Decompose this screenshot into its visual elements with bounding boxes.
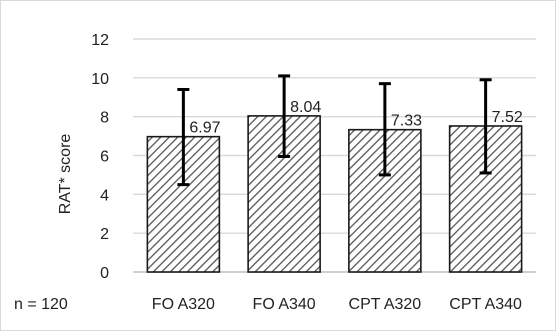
y-tick-label: 12 bbox=[91, 32, 109, 49]
data-label: 7.52 bbox=[492, 109, 523, 126]
data-label: 6.97 bbox=[189, 120, 220, 137]
y-tick-label: 8 bbox=[100, 110, 109, 127]
error-bar-layer bbox=[177, 74, 492, 187]
label-layer: 0 2 4 6 8 10 12 6.97 FO A320 8.04 FO A340 7.33 CPT A… bbox=[91, 32, 523, 313]
y-axis-label: RAT* score bbox=[57, 134, 74, 215]
x-tick-label: FO A320 bbox=[152, 296, 215, 313]
data-label: 7.33 bbox=[391, 113, 422, 130]
y-tick-label: 0 bbox=[100, 265, 109, 282]
data-label: 8.04 bbox=[290, 99, 321, 116]
y-tick-label: 10 bbox=[91, 71, 109, 88]
sample-size-annotation: n = 120 bbox=[14, 296, 68, 313]
x-tick-label: FO A340 bbox=[253, 296, 316, 313]
y-tick-label: 2 bbox=[100, 226, 109, 243]
x-tick-label: CPT A340 bbox=[449, 296, 522, 313]
y-tick-label: 4 bbox=[100, 187, 109, 204]
y-tick-label: 6 bbox=[100, 149, 109, 166]
x-tick-label: CPT A320 bbox=[349, 296, 422, 313]
